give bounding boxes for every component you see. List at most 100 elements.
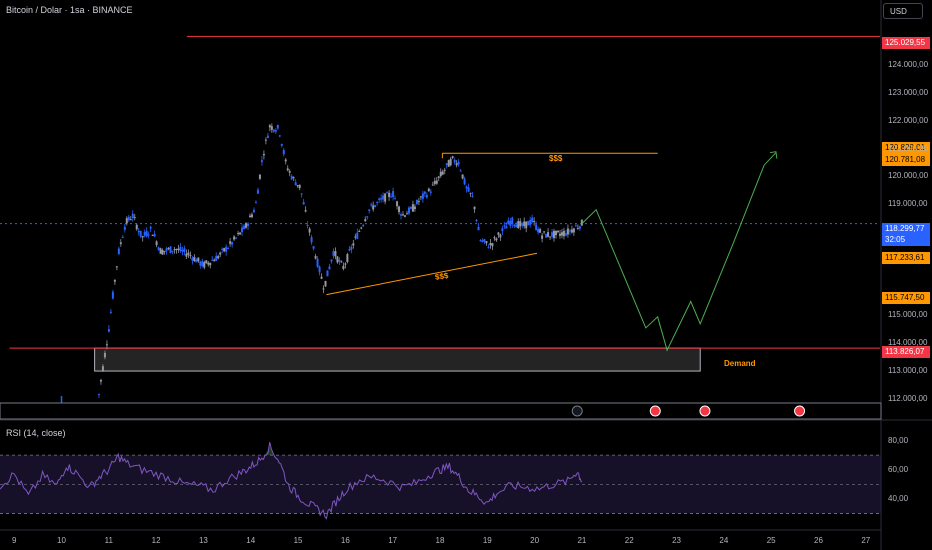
candle [107,329,110,332]
candle [169,246,172,254]
candle [334,251,337,257]
candle [372,205,375,210]
candle [243,225,246,230]
projection-path [581,152,777,352]
candle [260,160,263,163]
candle [394,198,397,200]
event-bar [0,402,882,420]
candle [119,242,122,245]
candle [425,194,428,198]
candle [360,227,363,229]
candle [332,251,335,256]
candle [483,239,486,242]
candle [549,236,552,238]
candle [511,217,514,225]
candle [417,201,420,203]
candle [185,253,188,257]
candle [403,215,406,217]
time-axis-tick: 19 [482,536,492,545]
time-axis-tick: 22 [624,536,634,545]
time-axis-tick: 14 [246,536,256,545]
us-flag-icon [794,405,806,417]
time-axis-tick: 23 [672,536,681,545]
candle [433,181,436,184]
candle [566,228,569,235]
candle [558,233,561,236]
candle [233,236,236,240]
candle [535,224,538,230]
candle [163,250,166,252]
upper-liquidity-label: $$$ [549,154,563,163]
demand-zone-label: Demand [724,359,756,368]
candle [109,311,112,313]
candle [195,259,198,263]
candle [358,230,361,232]
candle [280,143,283,146]
currency-button[interactable]: USD [883,3,923,19]
candle [151,234,154,236]
price-tag-demand: 113.826,07 [882,346,930,358]
price-tag-resistance: 125.029,55 [882,37,930,49]
candle [312,246,315,249]
candle [292,177,295,179]
rsi-indicator-label[interactable]: RSI (14, close) [6,428,66,438]
candle [576,227,579,229]
price-tag-high-liquidity-2: 120.781,08 [882,154,930,166]
candle [264,139,267,141]
candle [465,186,468,189]
candle [211,259,214,261]
candle [183,248,186,252]
candle [111,291,114,299]
price-axis-tick: 124.000,00 [888,60,929,70]
candle [270,126,273,130]
candle [382,195,385,200]
candle [131,213,134,218]
candle [396,201,399,207]
candle [149,226,152,229]
candle [427,188,430,192]
candle [145,230,148,237]
candle [276,124,279,129]
price-axis-tick: 120.000,00 [888,171,929,181]
candle [390,196,393,198]
candle [179,246,182,252]
candle [364,219,367,222]
candle [300,193,303,195]
candle [101,366,104,372]
candle [189,255,192,257]
candle [225,246,228,252]
lower-liquidity-label: $$$ [434,271,449,282]
candle [419,196,422,198]
candle [449,158,452,166]
candle [461,174,464,179]
candle [493,237,496,239]
candle [199,261,202,266]
candle [223,248,226,252]
candle [501,228,504,232]
candle [324,280,327,287]
candle [568,230,571,232]
candle [555,230,558,236]
candle [374,205,377,207]
candle [117,248,120,254]
candle [539,229,542,233]
candle [171,250,174,252]
candle [485,241,488,244]
candle [439,171,442,177]
candle [471,195,474,197]
candle [241,227,244,233]
candle [127,216,130,221]
candle [547,232,550,237]
candle [431,184,434,186]
candle [497,232,500,235]
candle [286,168,289,171]
candle [165,248,168,251]
candle [441,171,444,175]
candle [378,198,381,201]
candle [384,193,387,202]
candle [135,224,138,230]
candle [415,199,418,205]
candle [209,262,212,266]
candle [479,240,482,242]
